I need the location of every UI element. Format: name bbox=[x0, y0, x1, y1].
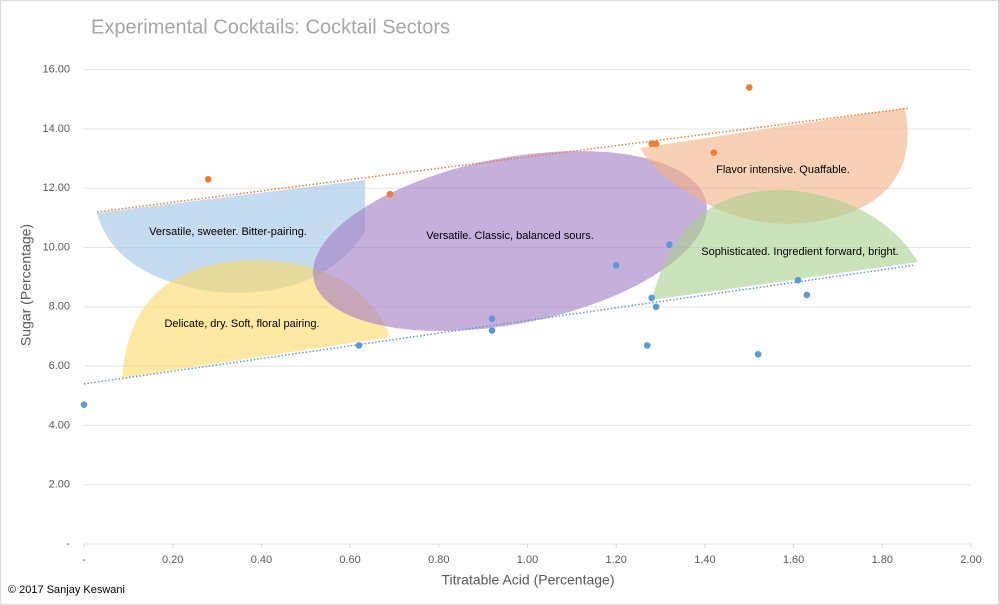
data-point bbox=[652, 140, 660, 148]
y-tick-label: 10.00 bbox=[42, 241, 70, 253]
x-axis-title: Titratable Acid (Percentage) bbox=[441, 572, 614, 588]
sector-shape bbox=[313, 151, 707, 331]
data-point bbox=[803, 291, 811, 299]
x-tick-label: 0.40 bbox=[251, 554, 272, 566]
sector-label: Sophisticated. Ingredient forward, brigh… bbox=[701, 246, 899, 258]
sector-label: Delicate, dry. Soft, floral pairing. bbox=[164, 318, 319, 330]
x-tick-label: 2.00 bbox=[960, 554, 981, 566]
footer: © 2017 Sanjay Keswani bbox=[8, 584, 125, 596]
sector-label: Versatile, sweeter. Bitter-pairing. bbox=[149, 226, 307, 238]
x-tick-label: 1.60 bbox=[783, 554, 804, 566]
data-point bbox=[652, 303, 660, 311]
data-point bbox=[745, 84, 753, 91]
sector-label: Versatile. Classic, balanced sours. bbox=[426, 230, 594, 242]
y-tick-label: 8.00 bbox=[49, 301, 70, 313]
data-point bbox=[80, 401, 88, 408]
y-axis-title: Sugar (Percentage) bbox=[18, 224, 34, 346]
data-point bbox=[643, 342, 651, 349]
x-tick-label: 0.80 bbox=[428, 554, 449, 566]
data-point bbox=[666, 241, 673, 248]
data-point bbox=[648, 294, 655, 302]
x-tick-label: - bbox=[82, 554, 86, 566]
y-tick-label: 4.00 bbox=[49, 419, 70, 431]
data-point bbox=[355, 342, 363, 349]
x-tick-label: 0.60 bbox=[339, 554, 360, 566]
y-tick-label: 2.00 bbox=[49, 479, 70, 491]
y-tick-label: 6.00 bbox=[49, 360, 70, 372]
data-point bbox=[204, 176, 212, 183]
data-point bbox=[386, 190, 394, 198]
data-point bbox=[710, 149, 718, 156]
data-point bbox=[794, 276, 802, 284]
sector-label: Flavor intensive. Quaffable. bbox=[716, 164, 850, 176]
data-point bbox=[488, 327, 496, 334]
data-point bbox=[612, 262, 620, 269]
y-tick-label: - bbox=[66, 538, 70, 550]
y-tick-label: 12.00 bbox=[42, 182, 70, 194]
x-tick-label: 1.40 bbox=[694, 554, 715, 566]
x-tick-label: 0.20 bbox=[162, 554, 183, 566]
data-point bbox=[488, 315, 496, 322]
chart-title: Experimental Cocktails: Cocktail Sectors bbox=[91, 16, 450, 38]
y-tick-label: 14.00 bbox=[42, 123, 70, 135]
x-tick-label: 1.20 bbox=[605, 554, 626, 566]
sector-shape bbox=[652, 189, 918, 300]
x-tick-label: 1.00 bbox=[517, 554, 538, 566]
y-tick-label: 16.00 bbox=[42, 64, 70, 76]
x-tick-label: 1.80 bbox=[872, 554, 893, 566]
sector-shape bbox=[640, 108, 908, 224]
data-point bbox=[754, 350, 762, 358]
